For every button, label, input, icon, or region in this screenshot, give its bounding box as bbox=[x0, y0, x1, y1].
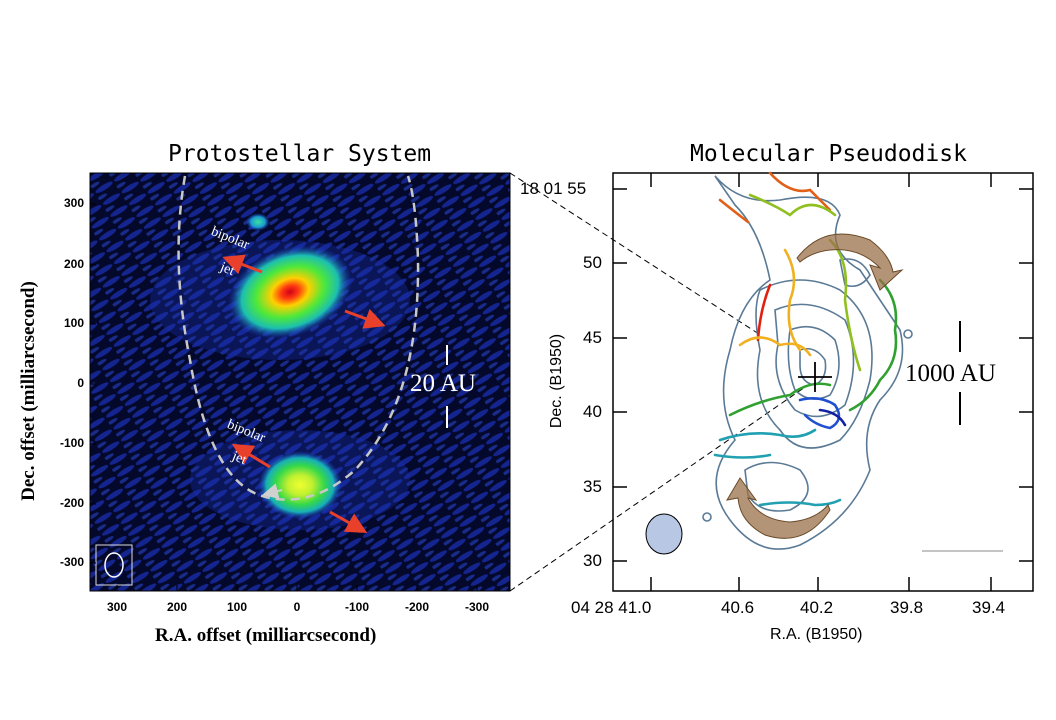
protostar-cross bbox=[798, 362, 832, 392]
zoom-line-top bbox=[509, 172, 763, 337]
beam-box bbox=[95, 544, 133, 586]
left-xtick: 0 bbox=[293, 600, 301, 614]
right-ytick: 35 bbox=[583, 477, 602, 496]
right-ytick: 45 bbox=[583, 328, 602, 347]
rotation-arrow-bottom bbox=[726, 477, 831, 539]
right-xtick: 39.4 bbox=[972, 598, 1006, 617]
left-ytick: -100 bbox=[59, 436, 84, 450]
right-ytick: 18 01 55 bbox=[520, 179, 587, 198]
left-y-axis-label: Dec. offset (milliarcsecond) bbox=[18, 281, 39, 501]
left-xtick: 100 bbox=[226, 600, 248, 614]
right-panel-title: Molecular Pseudodisk bbox=[690, 141, 967, 167]
left-ytick: 300 bbox=[63, 196, 84, 210]
right-xtick: 39.8 bbox=[890, 598, 924, 617]
right-beam-ellipse bbox=[645, 513, 683, 555]
right-ytick: 30 bbox=[583, 551, 602, 570]
right-xtick: 40.6 bbox=[721, 598, 755, 617]
right-xtick: 04 28 41.0 bbox=[571, 598, 652, 617]
right-x-axis-label: R.A. (B1950) bbox=[770, 626, 863, 643]
left-ytick: -300 bbox=[59, 555, 84, 569]
scale-label-right: 1000 AU bbox=[905, 360, 996, 387]
radio-image bbox=[90, 173, 510, 591]
right-y-axis-label: Dec. (B1950) bbox=[548, 333, 565, 429]
right-axis-ticks bbox=[613, 173, 1033, 591]
rotation-arrow-top bbox=[796, 233, 904, 291]
jet-arrow-bottom-right bbox=[329, 510, 368, 533]
right-ytick: 50 bbox=[583, 253, 602, 272]
velocity-contours bbox=[713, 171, 898, 507]
left-ytick: -200 bbox=[59, 496, 84, 510]
left-panel-title: Protostellar System bbox=[168, 141, 432, 167]
scale-label-left: 20 AU bbox=[410, 370, 476, 397]
left-plot-frame bbox=[89, 172, 511, 592]
left-xtick: -100 bbox=[344, 600, 370, 614]
left-ytick: 100 bbox=[63, 316, 84, 330]
left-xtick: -300 bbox=[464, 600, 490, 614]
right-plot-frame bbox=[612, 172, 1034, 592]
pseudodisk-contours bbox=[702, 175, 913, 550]
jet-arrow-top-right bbox=[344, 308, 386, 329]
right-xtick: 40.2 bbox=[800, 598, 834, 617]
jet-arrow-bottom-left bbox=[231, 443, 271, 469]
orbit-arrow bbox=[262, 483, 283, 499]
left-x-axis-label: R.A. offset (milliarcsecond) bbox=[155, 625, 377, 646]
jet-arrow-top-left bbox=[222, 254, 263, 275]
beam-ellipse bbox=[104, 552, 124, 578]
left-ytick: 200 bbox=[63, 257, 84, 271]
left-axis-ticks bbox=[90, 203, 478, 591]
right-ytick: 40 bbox=[583, 402, 602, 421]
left-ytick: 0 bbox=[77, 376, 84, 390]
left-xtick: -200 bbox=[404, 600, 430, 614]
left-xtick: 200 bbox=[166, 600, 188, 614]
left-xtick: 300 bbox=[106, 600, 128, 614]
zoom-line-bottom bbox=[509, 384, 809, 592]
